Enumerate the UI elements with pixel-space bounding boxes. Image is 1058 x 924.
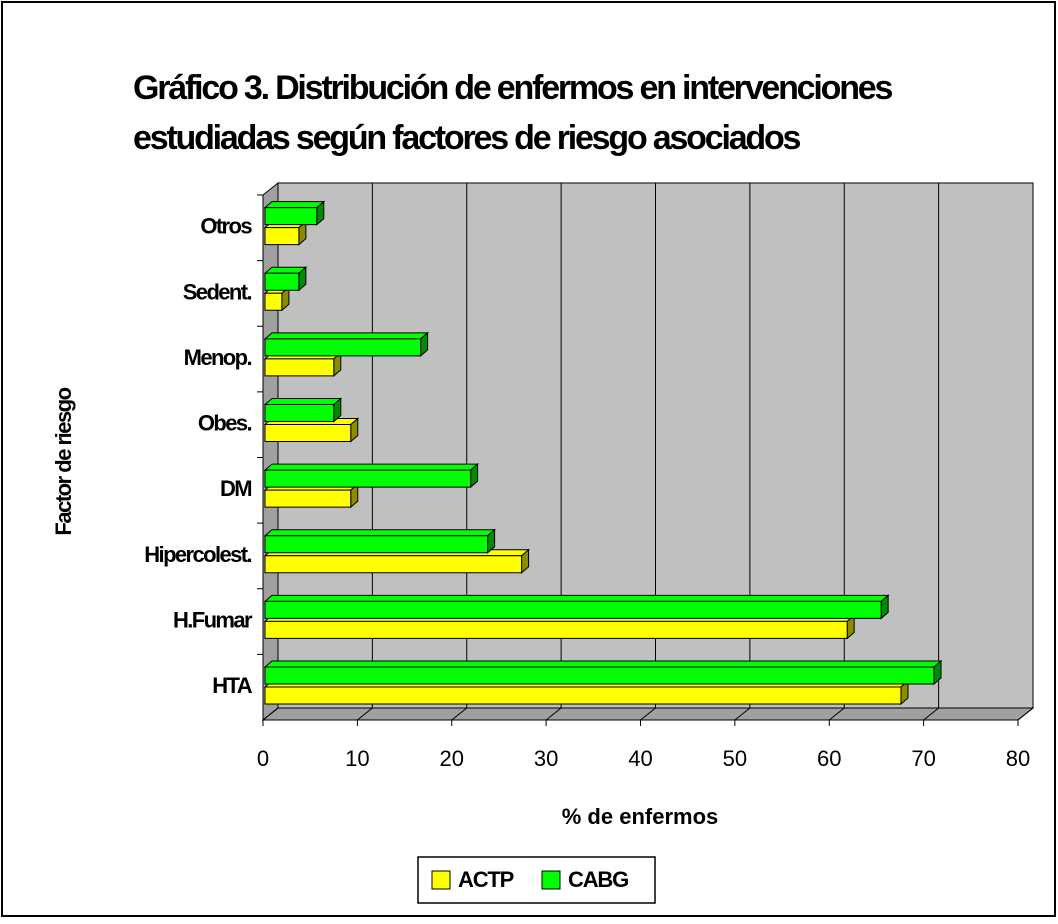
chart-title: Gráfico 3. Distribución de enfermos en i… (133, 69, 892, 107)
x-tick-label: 40 (628, 746, 652, 771)
bar (264, 535, 489, 554)
bar (264, 600, 882, 619)
bar (264, 358, 335, 377)
grid-line (828, 707, 845, 721)
grid-line (1017, 707, 1034, 721)
x-tick-label: 0 (257, 746, 269, 771)
legend-label: CABG (568, 867, 628, 892)
legend-label: ACTP (458, 867, 514, 892)
bar (264, 404, 335, 422)
legend (417, 856, 656, 904)
grid-line (734, 707, 751, 721)
bar-top (263, 332, 429, 340)
grid-line (923, 707, 939, 721)
bar (264, 489, 352, 508)
y-tick-label: DM (220, 476, 251, 501)
y-tick-label: Obes. (198, 411, 252, 436)
grid-line (640, 707, 656, 721)
y-tick-label: H.Fumar (173, 607, 253, 632)
legend-swatch (431, 870, 451, 890)
y-axis-title: Factor de riesgo (51, 387, 76, 535)
bar-top (263, 463, 479, 471)
bar (264, 292, 283, 311)
x-axis-title: % de enfermos (562, 804, 719, 829)
y-tick-label: Sedent. (183, 279, 252, 304)
legend-swatch (541, 870, 561, 890)
grid-line (357, 707, 373, 721)
x-tick-label: 20 (440, 746, 464, 771)
bar (264, 207, 318, 226)
x-tick-label: 80 (1006, 746, 1030, 771)
x-tick-label: 50 (723, 746, 747, 771)
bar-top (263, 660, 943, 668)
bar (264, 338, 422, 357)
grid-line (451, 707, 468, 721)
y-tick-label: Menop. (184, 345, 252, 370)
y-tick-label: Hipercolest. (144, 542, 251, 567)
bar (264, 555, 523, 574)
chart-title: estudiadas según factores de riesgo asoc… (133, 119, 801, 157)
bar (264, 620, 848, 639)
bar-top (263, 529, 496, 537)
bar (264, 686, 902, 705)
x-tick-label: 70 (911, 746, 935, 771)
bar-top (263, 594, 890, 602)
grid-line (262, 707, 279, 721)
grid-line (545, 707, 562, 721)
bar-top (263, 398, 343, 405)
y-tick-label: Otros (200, 214, 252, 239)
x-tick-label: 30 (534, 746, 558, 771)
bar-top (263, 201, 326, 209)
bar (264, 469, 472, 488)
x-tick-label: 10 (345, 746, 369, 771)
y-tick-label: HTA (212, 673, 252, 698)
side-wall (262, 181, 279, 722)
x-tick-label: 60 (817, 746, 841, 771)
bar (264, 666, 935, 685)
bar (264, 272, 300, 291)
bar (264, 227, 300, 246)
bar (264, 424, 352, 442)
